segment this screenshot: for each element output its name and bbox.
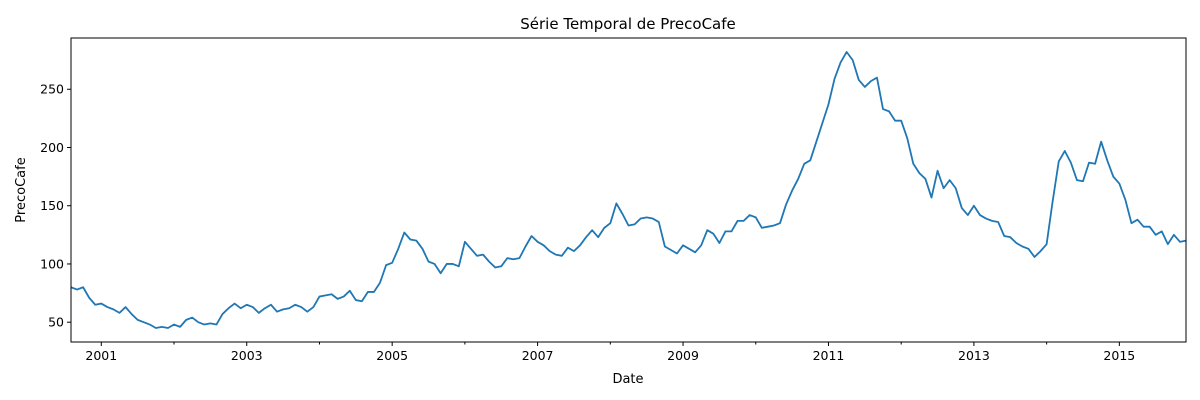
x-tick-label: 2003 — [231, 348, 263, 363]
x-tick-label: 2015 — [1103, 348, 1135, 363]
y-tick-label: 100 — [40, 256, 64, 271]
x-axis-label: Date — [612, 372, 643, 387]
x-tick-label: 2001 — [85, 348, 117, 363]
y-tick-label: 50 — [48, 315, 64, 330]
series-line — [70, 51, 1187, 329]
y-axis: 50 100 150 200 250 — [40, 82, 71, 330]
y-tick-label: 150 — [40, 198, 64, 213]
chart-title: Série Temporal de PrecoCafe — [520, 15, 736, 33]
y-axis-label: PrecoCafe — [14, 157, 29, 222]
x-tick-label: 2009 — [667, 348, 699, 363]
x-tick-label: 2007 — [522, 348, 554, 363]
y-tick-label: 250 — [40, 82, 64, 97]
plot-frame — [70, 37, 1187, 343]
x-tick-label: 2011 — [813, 348, 845, 363]
x-tick-label: 2013 — [958, 348, 990, 363]
x-axis: 2001 2003 2005 2007 2009 2011 2013 2015 — [85, 342, 1135, 363]
y-tick-label: 200 — [40, 140, 64, 155]
x-tick-label: 2005 — [376, 348, 408, 363]
